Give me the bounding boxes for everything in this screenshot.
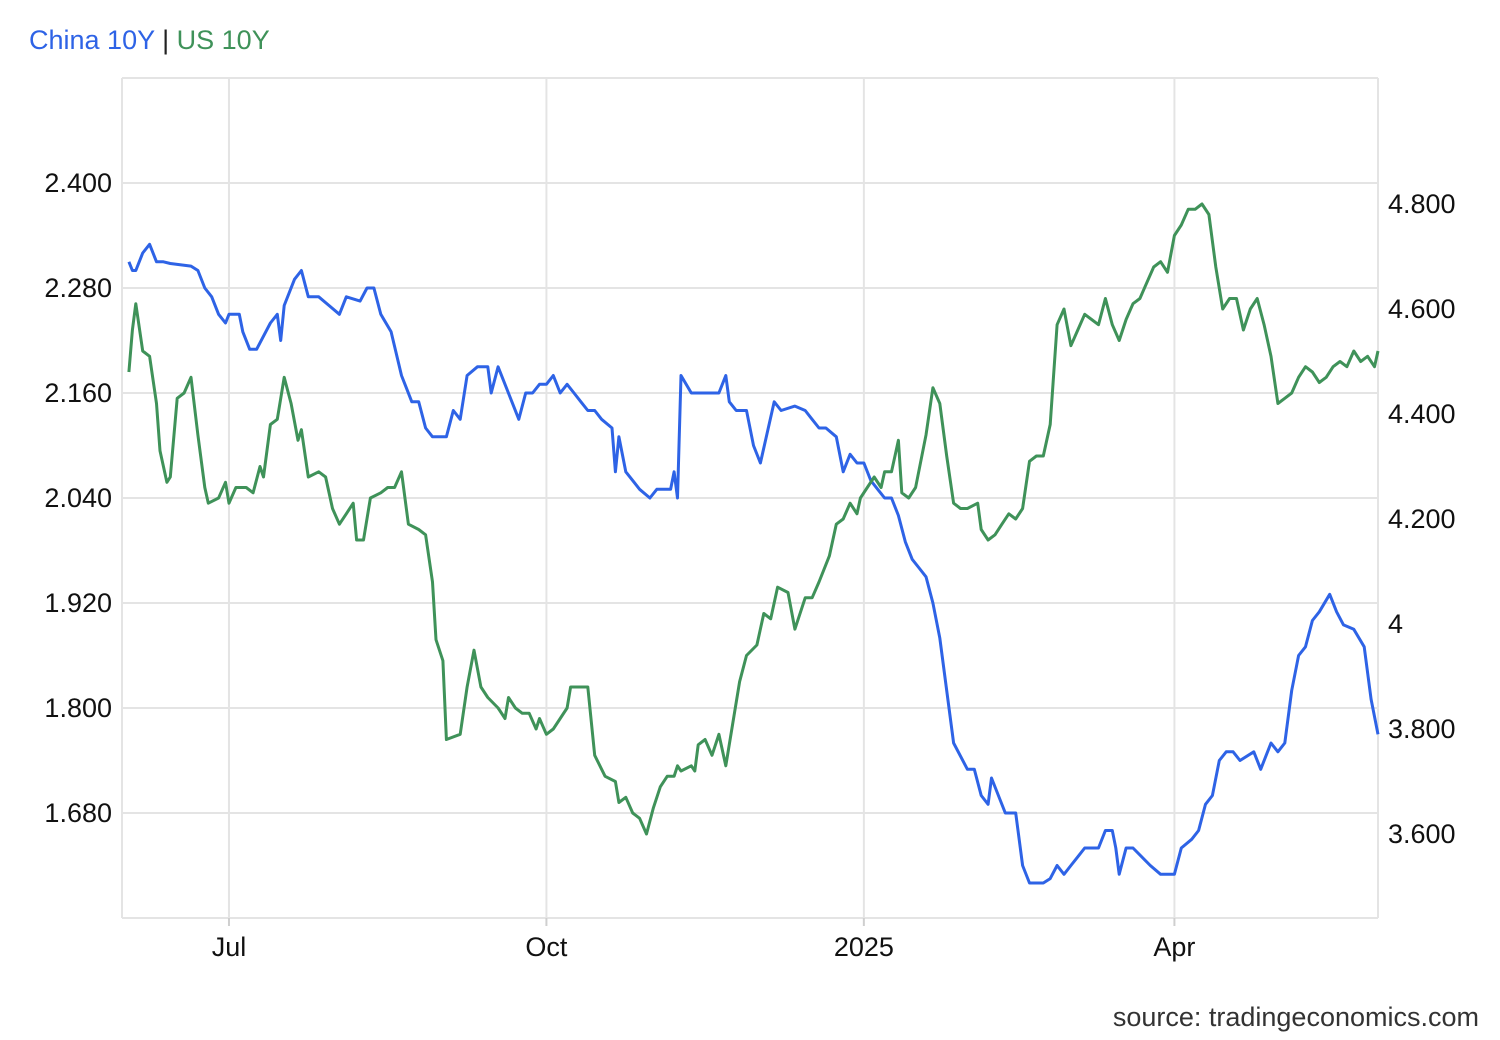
x-tick-label: 2025 xyxy=(834,932,894,962)
y-left-tick-label: 1.680 xyxy=(44,798,112,828)
grid-lines xyxy=(121,77,1379,919)
legend-us[interactable]: US 10Y xyxy=(176,25,270,55)
x-tick-label: Apr xyxy=(1153,932,1195,962)
y-left-tick-label: 2.160 xyxy=(44,378,112,408)
source-credit: source: tradingeconomics.com xyxy=(1112,1002,1479,1032)
x-tick-label: Oct xyxy=(525,932,568,962)
y-left-tick-label: 2.400 xyxy=(44,168,112,198)
y-right-tick-label: 4.600 xyxy=(1388,294,1456,324)
y-right-tick-label: 3.800 xyxy=(1388,714,1456,744)
y-left-tick-label: 1.800 xyxy=(44,693,112,723)
chart-legend: China 10Y | US 10Y xyxy=(29,24,270,56)
series-lines xyxy=(127,202,1380,885)
y-right-tick-label: 4 xyxy=(1388,609,1403,639)
y-right-tick-label: 4.800 xyxy=(1388,189,1456,219)
legend-separator: | xyxy=(162,25,170,55)
y-left-tick-label: 2.280 xyxy=(44,273,112,303)
y-right-tick-label: 4.400 xyxy=(1388,399,1456,429)
y-right-tick-label: 3.600 xyxy=(1388,819,1456,849)
china-10y-line[interactable] xyxy=(127,242,1380,885)
y-right-tick-label: 4.200 xyxy=(1388,504,1456,534)
axes: 1.680 1.800 1.920 2.040 2.160 2.280 2.400 3.600… xyxy=(44,168,1455,962)
y-left-tick-label: 2.040 xyxy=(44,483,112,513)
y-left-tick-label: 1.920 xyxy=(44,588,112,618)
us-10y-line[interactable] xyxy=(127,202,1380,836)
legend-china[interactable]: China 10Y xyxy=(29,25,155,55)
x-tick-label: Jul xyxy=(212,932,247,962)
